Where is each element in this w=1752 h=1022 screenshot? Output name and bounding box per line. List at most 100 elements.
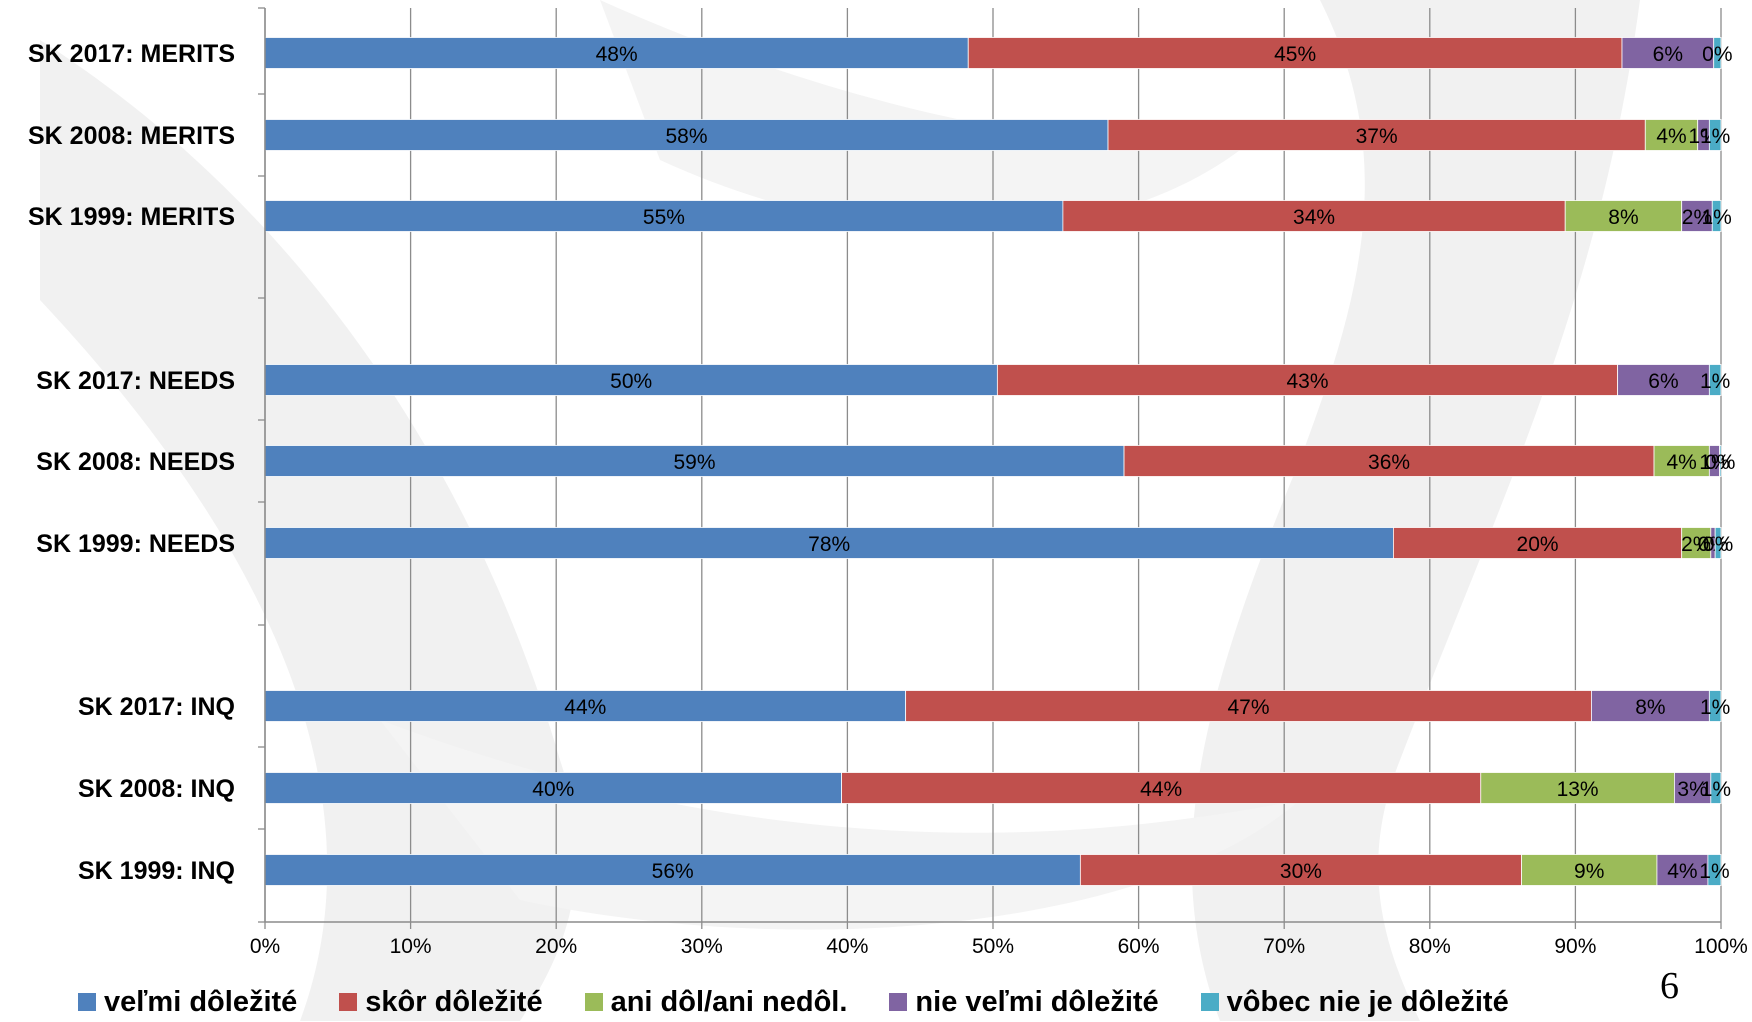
category-label: SK 1999: MERITS — [28, 203, 235, 231]
category-label: SK 2017: MERITS — [28, 40, 235, 68]
bars: 48% 45% 6% 0%58% 37% 4% 1%1%55% 34% 8% 2%1%50% 43%… — [264, 37, 1735, 886]
x-tick-label: 0% — [250, 935, 280, 958]
x-tick-label: 10% — [390, 935, 432, 958]
legend-swatch — [889, 993, 908, 1011]
bar-segment — [1710, 772, 1722, 804]
bar-segment — [996, 364, 1619, 396]
bar-segment — [1521, 854, 1658, 886]
data-label: 4% — [1656, 125, 1686, 148]
bar-segment — [1719, 445, 1722, 477]
data-label: 59% — [674, 451, 716, 474]
category-label: SK 2008: NEEDS — [36, 448, 235, 476]
data-label: 6% — [1653, 43, 1683, 66]
data-label: 55% — [643, 206, 685, 229]
data-label: 8% — [1635, 696, 1665, 719]
bar-segment — [1621, 37, 1715, 69]
x-tick-label: 100% — [1694, 935, 1748, 958]
data-label: 4% — [1667, 451, 1697, 474]
bar-segment — [1062, 200, 1566, 232]
data-label: 44% — [1140, 778, 1182, 801]
bar-segment — [264, 119, 1109, 151]
x-tick-label: 50% — [972, 935, 1014, 958]
data-label: 36% — [1368, 451, 1410, 474]
data-label: 9% — [1574, 860, 1604, 883]
bar-segment — [1708, 119, 1722, 151]
legend-item-vobec-nie-je-dolezite: vôbec nie je dôležité — [1200, 985, 1509, 1019]
data-label: 43% — [1286, 370, 1328, 393]
category-label: SK 2008: INQ — [78, 775, 235, 803]
bar-segment — [905, 690, 1592, 722]
bar-segment — [264, 527, 1394, 559]
bar-segment — [1123, 445, 1655, 477]
bar-segment — [1714, 527, 1722, 559]
data-label: 0% — [1703, 533, 1733, 556]
x-tick-label: 80% — [1409, 935, 1451, 958]
legend-swatch — [78, 993, 96, 1011]
legend-item-skor-dolezite: skôr dôležité — [339, 985, 543, 1019]
bar-segment — [1617, 364, 1710, 396]
data-label: 40% — [532, 778, 574, 801]
x-tick-label: 70% — [1263, 935, 1305, 958]
legend-label: ani dôl/ani nedôl. — [610, 985, 848, 1018]
data-label: 56% — [652, 860, 694, 883]
legend: veľmi dôležité skôr dôležité ani dôl/ani… — [78, 982, 1752, 1022]
data-label: 1% — [1700, 125, 1730, 148]
legend-item-velmi-dolezite: veľmi dôležité — [78, 986, 297, 1019]
bar-segment — [1393, 527, 1683, 559]
bar-segment — [1681, 200, 1713, 232]
legend-swatch — [1200, 993, 1219, 1011]
legend-label: nie veľmi dôležité — [915, 985, 1159, 1018]
bar-segment — [264, 364, 998, 396]
x-axis: 0% 10% 20% 30% 40% 50% 60% 70% 80% 90% 100% — [250, 7, 1748, 958]
bar-segment — [841, 772, 1482, 804]
data-label: 2% — [1682, 206, 1712, 229]
bar-segment — [1107, 119, 1646, 151]
legend-item-nie-velmi-dolezite: nie veľmi dôležité — [889, 985, 1159, 1019]
data-label: 1% — [1701, 778, 1731, 801]
data-label: 2% — [1681, 533, 1711, 556]
legend-label: vôbec nie je dôležité — [1226, 985, 1509, 1018]
bar-segment — [967, 37, 1623, 69]
category-label: SK 1999: INQ — [78, 857, 235, 885]
x-tick-label: 90% — [1554, 935, 1596, 958]
data-label: 20% — [1517, 533, 1559, 556]
page-number: 6 — [1660, 965, 1679, 1007]
data-label: 34% — [1293, 206, 1335, 229]
data-label: 6% — [1648, 370, 1678, 393]
legend-label: skôr dôležité — [365, 985, 543, 1018]
bar-segment — [1707, 854, 1722, 886]
data-label: 13% — [1557, 778, 1599, 801]
category-label: SK 2017: NEEDS — [36, 367, 235, 395]
data-label: 30% — [1280, 860, 1322, 883]
bar-segment — [1674, 772, 1712, 804]
legend-label: veľmi dôležité — [104, 985, 298, 1018]
legend-swatch — [584, 993, 603, 1011]
legend-swatch — [339, 993, 358, 1011]
data-label: 78% — [808, 533, 850, 556]
data-label: 8% — [1608, 206, 1638, 229]
category-label: SK 1999: NEEDS — [36, 530, 235, 558]
bar-segment — [1713, 37, 1722, 69]
bar-segment — [1564, 200, 1683, 232]
data-label: 0% — [1702, 43, 1732, 66]
data-label: 1% — [1701, 206, 1731, 229]
bar-segment — [264, 445, 1125, 477]
bar-segment — [1656, 854, 1709, 886]
x-tick-label: 20% — [535, 935, 577, 958]
data-label: 58% — [665, 125, 707, 148]
legend-item-ani-dol: ani dôl/ani nedôl. — [584, 985, 848, 1019]
bar-segment — [1079, 854, 1522, 886]
data-label: 0% — [1705, 451, 1735, 474]
data-label: 4% — [1667, 860, 1697, 883]
data-label: 44% — [564, 696, 606, 719]
data-label: 1% — [1699, 860, 1729, 883]
data-label: 1% — [1699, 451, 1729, 474]
x-tick-label: 60% — [1118, 935, 1160, 958]
data-label: 48% — [596, 43, 638, 66]
data-label: 45% — [1274, 43, 1316, 66]
data-label: 1% — [1700, 696, 1730, 719]
category-label: SK 2008: MERITS — [28, 122, 235, 150]
data-label: 50% — [610, 370, 652, 393]
bar-segment — [264, 854, 1081, 886]
